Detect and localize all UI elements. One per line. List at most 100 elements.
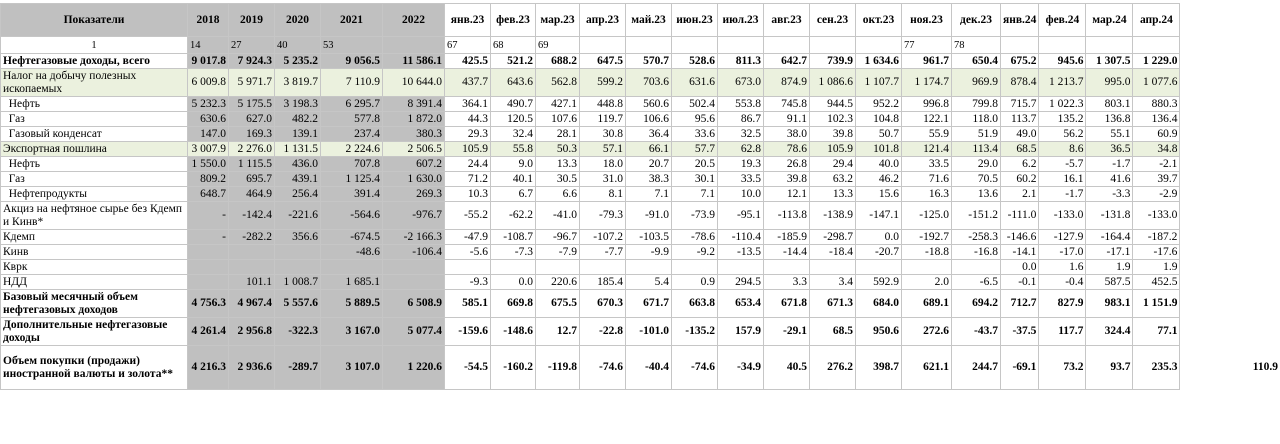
table-cell[interactable]: 13.6 (951, 186, 1001, 202)
column-number-cell[interactable] (671, 36, 718, 54)
table-cell[interactable]: 663.8 (671, 289, 718, 318)
table-cell[interactable]: -5.7 (1038, 156, 1087, 172)
table-cell[interactable]: -7.7 (579, 244, 626, 260)
table-cell[interactable] (228, 259, 275, 275)
table-cell[interactable]: -9.9 (625, 244, 672, 260)
table-cell[interactable]: 41.6 (1085, 171, 1134, 187)
table-cell[interactable]: -1.7 (1038, 186, 1087, 202)
table-cell[interactable]: 0.9 (671, 274, 718, 290)
header-month[interactable]: янв.24 (999, 3, 1040, 37)
table-cell[interactable]: 439.1 (274, 171, 321, 187)
table-cell[interactable]: -151.2 (951, 201, 1001, 230)
table-cell[interactable] (717, 259, 764, 275)
column-number-cell[interactable] (855, 36, 902, 54)
table-cell[interactable]: 113.7 (999, 111, 1040, 127)
table-cell[interactable] (579, 259, 626, 275)
table-cell[interactable]: 952.2 (855, 96, 902, 112)
table-cell[interactable] (444, 259, 491, 275)
table-cell[interactable]: -9.3 (444, 274, 491, 290)
table-cell[interactable]: 9.0 (490, 156, 536, 172)
table-cell[interactable]: 448.8 (579, 96, 626, 112)
header-month[interactable]: апр.24 (1132, 3, 1181, 37)
table-cell[interactable] (855, 259, 902, 275)
table-cell[interactable]: 34.8 (1132, 141, 1181, 157)
table-cell[interactable]: 235.3 (1132, 345, 1181, 390)
table-cell[interactable]: -43.7 (951, 317, 1001, 346)
table-cell[interactable]: 36.5 (1085, 141, 1134, 157)
table-cell[interactable]: 15.6 (855, 186, 902, 202)
table-cell[interactable]: 324.4 (1085, 317, 1134, 346)
header-month[interactable]: фев.23 (490, 3, 536, 37)
table-cell[interactable]: -37.5 (999, 317, 1040, 346)
table-cell[interactable]: 647.5 (579, 53, 626, 69)
table-cell[interactable]: 29.4 (809, 156, 856, 172)
table-cell[interactable]: 4 261.4 (187, 317, 229, 346)
table-cell[interactable]: 961.7 (901, 53, 952, 69)
table-cell[interactable]: 643.6 (490, 68, 536, 97)
table-cell[interactable]: -2.9 (1132, 186, 1181, 202)
table-cell[interactable]: -108.7 (490, 229, 536, 245)
table-cell[interactable]: 26.8 (763, 156, 810, 172)
table-cell[interactable]: 36.4 (625, 126, 672, 142)
table-cell[interactable]: 16.1 (1038, 171, 1087, 187)
table-cell[interactable]: 689.1 (901, 289, 952, 318)
table-cell[interactable]: 121.4 (901, 141, 952, 157)
table-cell[interactable]: 20.7 (625, 156, 672, 172)
table-cell[interactable]: 1 107.7 (855, 68, 902, 97)
table-cell[interactable]: -78.6 (671, 229, 718, 245)
table-cell[interactable]: 91.1 (763, 111, 810, 127)
header-month[interactable]: дек.23 (951, 3, 1001, 37)
table-cell[interactable]: 1 213.7 (1038, 68, 1087, 97)
table-cell[interactable]: -14.1 (999, 244, 1040, 260)
header-month[interactable]: май.23 (625, 3, 672, 37)
table-cell[interactable]: 30.5 (535, 171, 580, 187)
table-cell[interactable]: 1 685.1 (320, 274, 383, 290)
table-cell[interactable]: 118.0 (951, 111, 1001, 127)
table-cell[interactable]: 878.4 (999, 68, 1040, 97)
table-cell[interactable]: 5 557.6 (274, 289, 321, 318)
table-cell[interactable]: 107.6 (535, 111, 580, 127)
column-number-cell[interactable] (1132, 36, 1181, 54)
table-cell[interactable]: -34.9 (717, 345, 764, 390)
table-cell[interactable]: -127.9 (1038, 229, 1087, 245)
table-cell[interactable]: 703.6 (625, 68, 672, 97)
table-cell[interactable]: 650.4 (951, 53, 1001, 69)
row-label[interactable]: Газ (0, 171, 188, 187)
table-cell[interactable]: 671.3 (809, 289, 856, 318)
table-cell[interactable]: -119.8 (535, 345, 580, 390)
table-cell[interactable]: 31.0 (579, 171, 626, 187)
table-cell[interactable]: - (187, 229, 229, 245)
table-cell[interactable]: 169.3 (228, 126, 275, 142)
table-cell[interactable]: 10.0 (717, 186, 764, 202)
table-cell[interactable]: 3 107.0 (320, 345, 383, 390)
table-cell[interactable]: 621.1 (901, 345, 952, 390)
table-cell[interactable]: 13.3 (535, 156, 580, 172)
table-cell[interactable]: -17.6 (1132, 244, 1181, 260)
table-cell[interactable]: 63.2 (809, 171, 856, 187)
table-cell[interactable]: 113.4 (951, 141, 1001, 157)
table-cell[interactable] (228, 244, 275, 260)
table-cell[interactable]: 60.2 (999, 171, 1040, 187)
table-cell[interactable]: 57.7 (671, 141, 718, 157)
table-cell[interactable]: 880.3 (1132, 96, 1181, 112)
table-cell[interactable]: 803.1 (1085, 96, 1134, 112)
table-cell[interactable]: 157.9 (717, 317, 764, 346)
table-cell[interactable]: -17.1 (1085, 244, 1134, 260)
table-cell[interactable]: 427.1 (535, 96, 580, 112)
table-cell[interactable]: 62.8 (717, 141, 764, 157)
table-cell[interactable]: 675.2 (999, 53, 1040, 69)
table-cell[interactable]: 93.7 (1085, 345, 1134, 390)
table-cell[interactable]: 391.4 (320, 186, 383, 202)
row-label[interactable]: Экспортная пошлина (0, 141, 188, 157)
table-cell[interactable]: 38.3 (625, 171, 672, 187)
header-month[interactable]: июл.23 (717, 3, 764, 37)
table-cell[interactable] (490, 259, 536, 275)
row-label[interactable]: Кдемп (0, 229, 188, 245)
table-cell[interactable]: 1 115.5 (228, 156, 275, 172)
table-cell[interactable]: 425.5 (444, 53, 491, 69)
table-cell[interactable] (274, 244, 321, 260)
table-cell[interactable] (382, 274, 445, 290)
table-cell[interactable]: 671.7 (625, 289, 672, 318)
table-cell[interactable]: 607.2 (382, 156, 445, 172)
table-cell[interactable]: 55.1 (1085, 126, 1134, 142)
